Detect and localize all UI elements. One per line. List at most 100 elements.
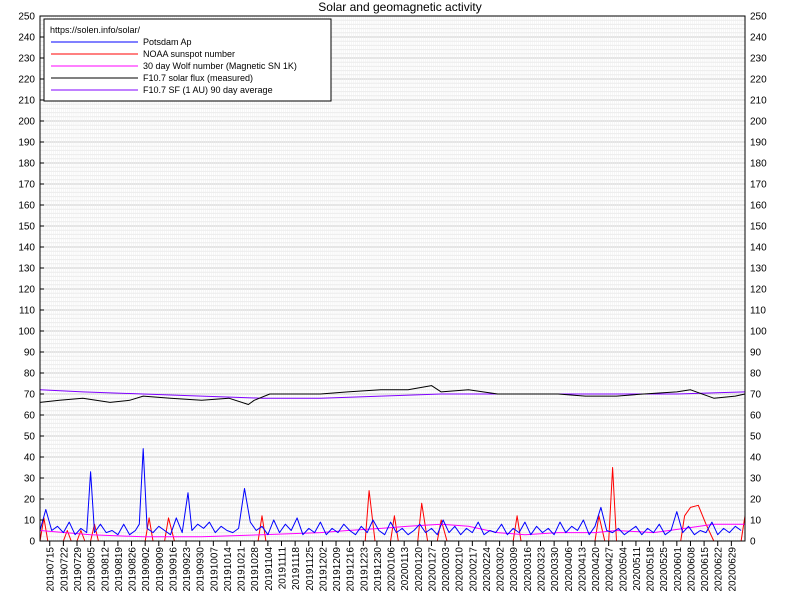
y-tick-label-left: 110 xyxy=(19,306,35,317)
y-tick-label-right: 170 xyxy=(750,180,767,191)
x-tick-label: 20200217 xyxy=(468,547,479,592)
x-tick-label: 20200210 xyxy=(455,547,466,592)
y-tick-label-right: 0 xyxy=(750,537,756,548)
x-tick-label: 20191216 xyxy=(346,547,357,592)
x-tick-label: 20200113 xyxy=(400,547,411,591)
y-tick-label-right: 10 xyxy=(750,516,762,527)
legend-label: F10.7 solar flux (measured) xyxy=(143,73,253,83)
y-tick-label-left: 40 xyxy=(24,453,36,464)
x-tick-label: 20190722 xyxy=(59,547,70,592)
x-tick-label: 20191104 xyxy=(264,547,275,591)
y-tick-label-left: 140 xyxy=(18,243,35,254)
x-tick-label: 20200309 xyxy=(509,547,520,592)
y-tick-label-right: 220 xyxy=(750,75,767,86)
x-tick-label: 20200330 xyxy=(550,547,561,592)
x-tick-label: 20200406 xyxy=(564,547,575,592)
y-tick-label-left: 50 xyxy=(24,432,36,443)
y-tick-label-left: 160 xyxy=(18,201,35,212)
x-tick-label: 20200127 xyxy=(427,547,438,592)
y-tick-label-right: 150 xyxy=(750,222,767,233)
y-tick-label-right: 200 xyxy=(750,117,767,128)
y-tick-label-right: 80 xyxy=(750,369,762,380)
y-tick-label-left: 180 xyxy=(18,159,35,170)
series-line-f10-7-sf-1-au-90-day-average xyxy=(39,389,746,399)
legend-label: 30 day Wolf number (Magnetic SN 1K) xyxy=(143,61,297,71)
y-tick-label-left: 170 xyxy=(18,180,35,191)
y-tick-label-right: 70 xyxy=(750,390,762,401)
x-tick-label: 20191118 xyxy=(291,547,302,590)
x-tick-label: 20200525 xyxy=(659,547,670,592)
y-tick-label-right: 160 xyxy=(750,201,767,212)
y-tick-label-right: 90 xyxy=(750,348,762,359)
axis-layer: 0 0 10 10 20 20 30 30 40 40 50 50 60 60 70 70 80 80 90 90 10… xyxy=(18,12,767,592)
y-tick-label-right: 60 xyxy=(750,411,762,422)
y-tick-label-right: 100 xyxy=(750,327,767,338)
x-tick-label: 20200427 xyxy=(605,547,616,592)
x-tick-label: 20200629 xyxy=(727,547,738,592)
x-tick-label: 20191014 xyxy=(223,547,234,592)
series-line-potsdam-ap xyxy=(39,448,742,536)
x-tick-label: 20200608 xyxy=(686,547,697,592)
x-tick-label: 20200106 xyxy=(387,547,398,592)
y-tick-label-left: 60 xyxy=(24,411,36,422)
y-tick-label-left: 250 xyxy=(18,12,35,23)
x-tick-label: 20190729 xyxy=(73,547,84,592)
x-tick-label: 20200518 xyxy=(646,547,657,592)
x-tick-label: 20190916 xyxy=(168,547,179,592)
x-tick-label: 20190819 xyxy=(114,547,125,592)
y-tick-label-left: 20 xyxy=(24,495,36,506)
y-tick-label-left: 100 xyxy=(18,327,35,338)
legend-label: F10.7 SF (1 AU) 90 day average xyxy=(143,85,273,95)
x-tick-label: 20190812 xyxy=(100,547,111,592)
y-tick-label-right: 50 xyxy=(750,432,762,443)
x-tick-label: 20200615 xyxy=(700,547,711,592)
y-tick-label-left: 70 xyxy=(24,390,36,401)
x-tick-label: 20190805 xyxy=(87,547,98,592)
x-tick-label: 20200316 xyxy=(523,547,534,592)
y-tick-label-left: 150 xyxy=(18,222,35,233)
y-tick-label-left: 30 xyxy=(24,474,36,485)
y-tick-label-left: 200 xyxy=(18,117,35,128)
x-tick-label: 20200323 xyxy=(537,547,548,592)
x-tick-label: 20200511 xyxy=(632,547,643,591)
y-tick-label-left: 120 xyxy=(18,285,35,296)
y-tick-label-right: 130 xyxy=(750,264,767,275)
x-tick-label: 20191209 xyxy=(332,547,343,592)
x-tick-label: 20191111 xyxy=(277,547,288,590)
y-tick-label-left: 210 xyxy=(18,96,35,107)
x-tick-label: 20190923 xyxy=(182,547,193,592)
y-tick-label-right: 240 xyxy=(750,33,767,44)
y-tick-label-left: 80 xyxy=(24,369,36,380)
x-tick-label: 20191230 xyxy=(373,547,384,592)
x-tick-label: 20200413 xyxy=(577,547,588,592)
legend: https://solen.info/solar/ Potsdam Ap NOAA… xyxy=(43,18,332,102)
plot-frame xyxy=(39,15,746,542)
y-tick-label-left: 10 xyxy=(24,516,36,527)
x-tick-label: 20200224 xyxy=(482,547,493,592)
x-tick-label: 20191028 xyxy=(250,547,261,592)
x-tick-label: 20191007 xyxy=(209,547,220,592)
x-tick-label: 20190902 xyxy=(141,547,152,592)
grid-layer xyxy=(39,15,746,542)
y-tick-label-left: 90 xyxy=(24,348,36,359)
y-tick-label-right: 190 xyxy=(750,138,767,149)
legend-label: NOAA sunspot number xyxy=(143,49,235,59)
x-tick-label: 20200120 xyxy=(414,547,425,592)
x-tick-label: 20190715 xyxy=(46,547,57,592)
x-tick-label: 20200504 xyxy=(618,547,629,592)
x-tick-label: 20191125 xyxy=(305,547,316,591)
y-tick-label-left: 0 xyxy=(29,537,35,548)
legend-box xyxy=(43,18,332,102)
y-tick-label-left: 190 xyxy=(18,138,35,149)
y-tick-label-right: 230 xyxy=(750,54,767,65)
y-tick-label-right: 250 xyxy=(750,12,767,23)
x-tick-label: 20200420 xyxy=(591,547,602,592)
legend-url: https://solen.info/solar/ xyxy=(50,25,141,35)
x-tick-label: 20190909 xyxy=(155,547,166,592)
y-tick-label-right: 180 xyxy=(750,159,767,170)
series-line-30-day-wolf-number-magnetic-sn-1k xyxy=(39,523,745,538)
x-tick-label: 20191021 xyxy=(237,547,248,592)
y-tick-label-right: 30 xyxy=(750,474,762,485)
y-tick-label-right: 120 xyxy=(750,285,767,296)
